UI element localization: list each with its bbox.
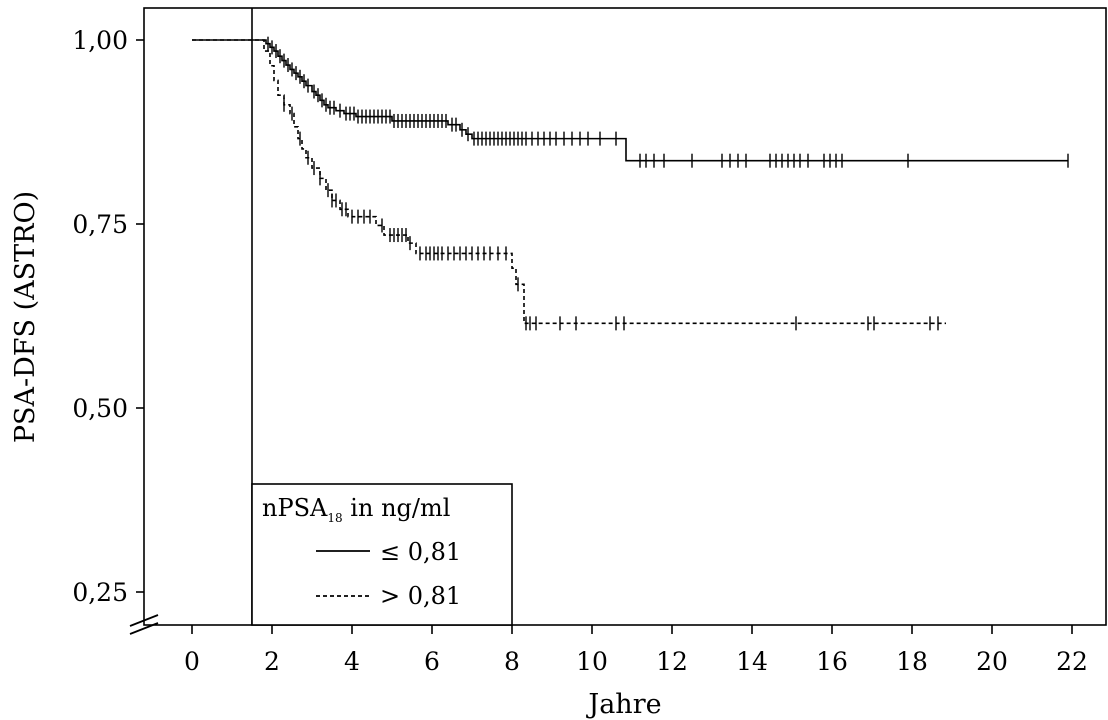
x-tick-label: 22 xyxy=(1056,647,1088,676)
series-2 xyxy=(192,39,946,331)
survival-curve-line xyxy=(192,39,1068,162)
x-tick-label: 0 xyxy=(184,647,200,676)
x-axis: 0 2 4 6 8 10 12 14 16 18 20 22 xyxy=(184,625,1088,676)
x-tick-label: 14 xyxy=(736,647,768,676)
x-tick-label: 20 xyxy=(976,647,1008,676)
x-tick-label: 12 xyxy=(656,647,688,676)
series-layer xyxy=(192,36,1069,331)
x-tick-label: 18 xyxy=(896,647,928,676)
x-tick-label: 10 xyxy=(576,647,608,676)
x-axis-title: Jahre xyxy=(585,689,661,720)
y-axis: 1,00 0,75 0,50 0,25 xyxy=(72,26,144,607)
y-axis-break xyxy=(129,614,159,635)
legend-entry-le: ≤ 0,81 xyxy=(380,538,461,566)
y-tick-label: 1,00 xyxy=(72,26,128,55)
x-tick-label: 8 xyxy=(504,647,520,676)
legend: nPSA18 in ng/ml ≤ 0,81 > 0,81 xyxy=(251,483,513,626)
series-1 xyxy=(192,36,1069,168)
x-tick-label: 6 xyxy=(424,647,440,676)
legend-title-main: nPSA xyxy=(262,494,328,522)
x-tick-label: 2 xyxy=(264,647,280,676)
plot-frame xyxy=(143,7,1107,626)
survival-curve-line xyxy=(192,39,946,325)
y-tick-label: 0,50 xyxy=(72,394,128,423)
legend-title-rest: in ng/ml xyxy=(343,494,451,522)
x-tick-label: 4 xyxy=(344,647,360,676)
legend-box xyxy=(251,483,513,626)
y-tick-label: 0,75 xyxy=(72,210,128,239)
y-tick-label: 0,25 xyxy=(72,578,128,607)
y-axis-title: PSA-DFS (ASTRO) xyxy=(10,191,41,443)
legend-title: nPSA18 in ng/ml xyxy=(262,494,450,525)
legend-title-subscript: 18 xyxy=(327,511,342,525)
x-tick-label: 16 xyxy=(816,647,848,676)
legend-entry-gt: > 0,81 xyxy=(380,582,461,610)
